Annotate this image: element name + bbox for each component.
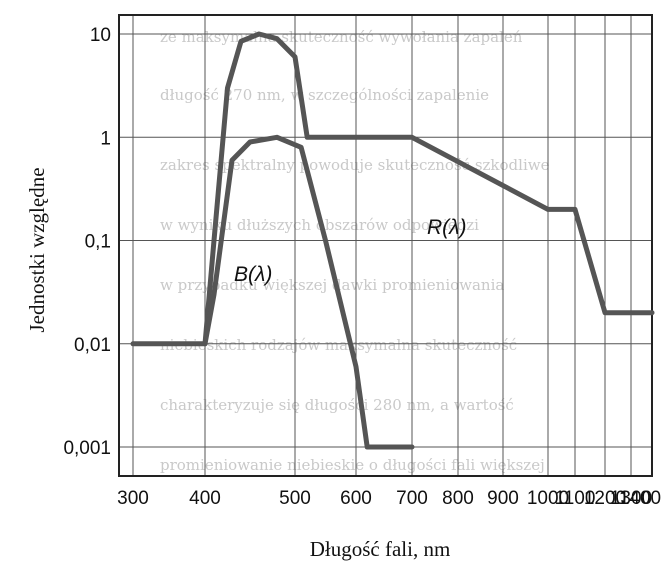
x-axis-title: Długość fali, nm	[310, 537, 451, 561]
y-tick-labels: 10 1 0,1 0,01 0,001	[63, 25, 111, 459]
svg-text:ze maksymalna skuteczność wywo: ze maksymalna skuteczność wywołania zapa…	[160, 28, 523, 46]
svg-text:długość 270 nm, w szczególnośc: długość 270 nm, w szczególności zapaleni…	[160, 86, 489, 104]
y-tick-label: 0,001	[63, 438, 111, 459]
x-tick-label: 600	[340, 488, 372, 509]
x-tick-label: 1400	[619, 488, 661, 509]
y-tick-label: 10	[90, 25, 111, 46]
x-tick-labels: 300 400 500 600 700 800 900 1000110012001300140…	[117, 488, 661, 509]
x-tick-label: 1300	[610, 488, 652, 509]
x-tick-label: 800	[442, 488, 474, 509]
x-tick-label: 400	[189, 488, 221, 509]
x-tick-label: 300	[117, 488, 149, 509]
svg-text:niebieskich rodzajów maksymaln: niebieskich rodzajów maksymalna skuteczn…	[160, 336, 517, 354]
x-tick-label: 900	[487, 488, 519, 509]
x-tick-label: 500	[279, 488, 311, 509]
x-tick-label: 1100	[555, 488, 596, 509]
x-tick-label: 700	[396, 488, 428, 509]
series-line-r	[130, 31, 655, 347]
series-group	[130, 31, 655, 450]
x-tick-label: 1000	[527, 488, 569, 509]
svg-text:charakteryzuje się długości 28: charakteryzuje się długości 280 nm, a wa…	[160, 396, 514, 414]
svg-text:w przypadku większej dawki pro: w przypadku większej dawki promieniowani…	[160, 276, 504, 294]
y-axis-title: Jednostki względne	[25, 167, 49, 332]
y-tick-label: 0,01	[74, 335, 111, 356]
x-tick-label: 1200	[584, 488, 626, 509]
y-tick-label: 1	[100, 128, 111, 149]
plot-frame	[118, 14, 653, 477]
series-label-b: B(λ)	[234, 263, 272, 286]
series-label-r: R(λ)	[427, 216, 467, 239]
series-line-b	[202, 134, 415, 450]
y-tick-label: 0,1	[85, 232, 111, 253]
svg-text:promieniowanie niebieskie o dł: promieniowanie niebieskie o długości fal…	[160, 456, 545, 474]
